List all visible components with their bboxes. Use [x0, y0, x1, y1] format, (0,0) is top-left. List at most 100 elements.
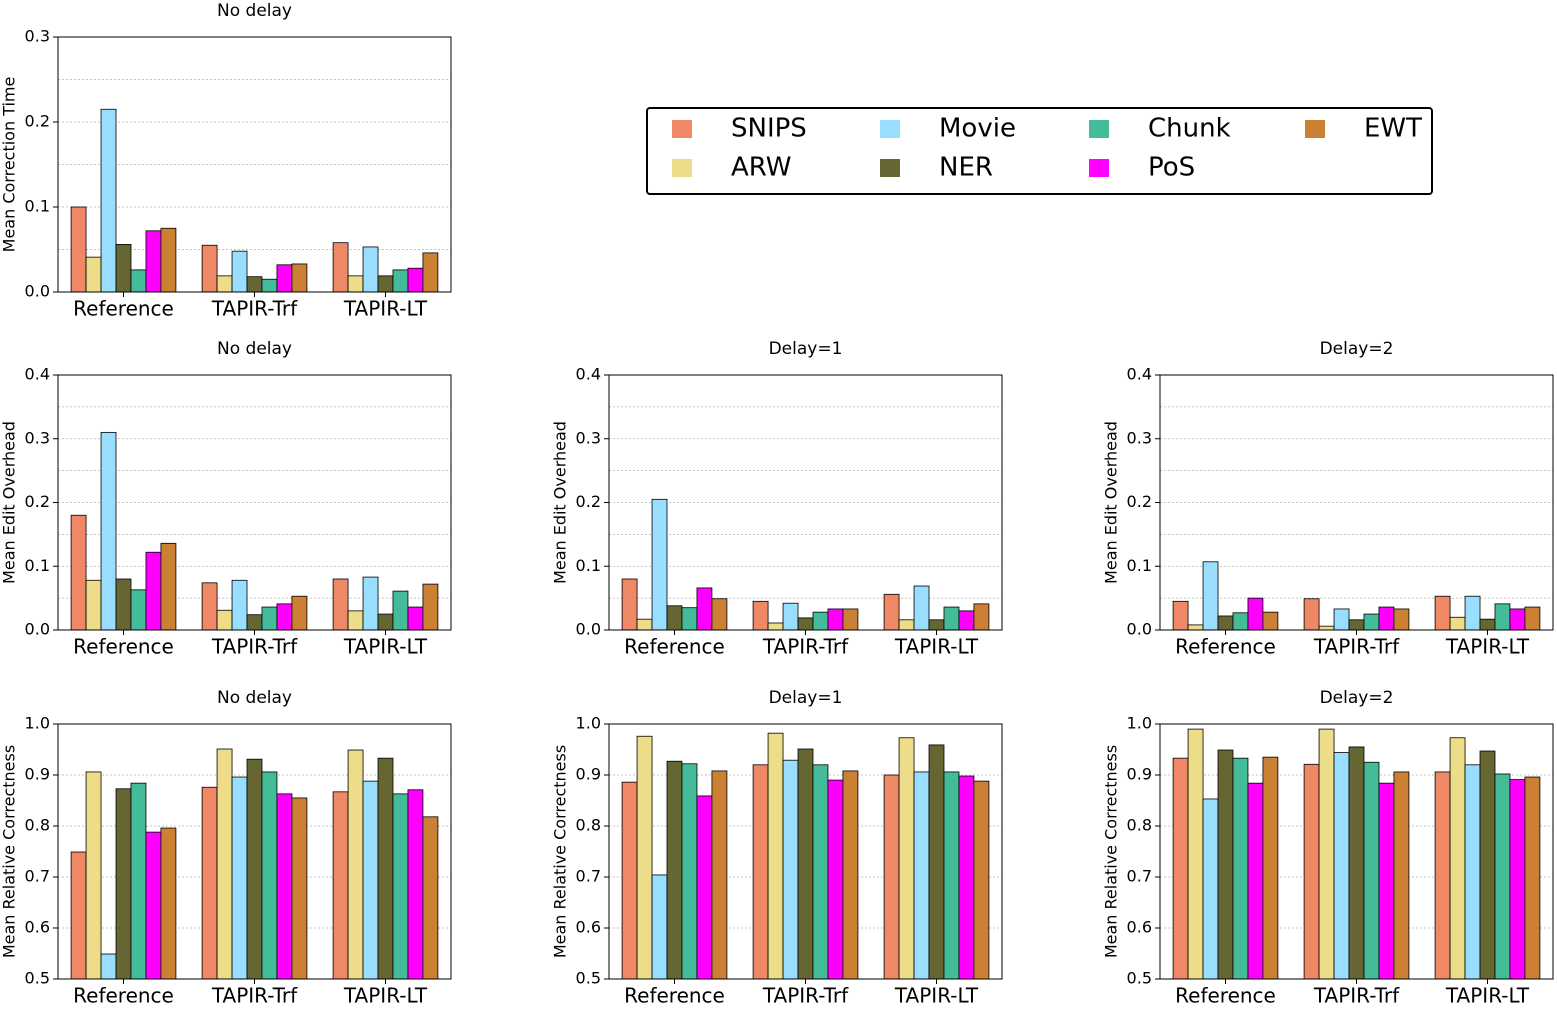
x-tick-label: TAPIR-Trf [762, 984, 849, 1008]
bar [246, 276, 263, 293]
bar [958, 775, 975, 980]
y-tick-label: 0.6 [25, 918, 50, 937]
bar [1303, 598, 1320, 631]
bar [928, 744, 945, 980]
bar [261, 278, 278, 293]
x-tick-label: TAPIR-Trf [211, 635, 298, 659]
y-tick-label: 0.2 [1127, 492, 1152, 511]
bar [70, 851, 87, 980]
chart-title: Delay=1 [769, 339, 843, 359]
bar [1217, 749, 1234, 980]
bar [1524, 776, 1541, 980]
bar [261, 771, 278, 980]
bar [145, 551, 162, 631]
bar [651, 874, 668, 980]
bar [1318, 625, 1335, 631]
y-tick-label: 0.3 [25, 428, 50, 447]
y-tick-label: 0.6 [576, 918, 601, 937]
bar [842, 770, 859, 980]
bar [943, 771, 960, 980]
bar [797, 617, 814, 631]
bar [347, 610, 364, 631]
bar [201, 786, 218, 980]
bar [1217, 615, 1234, 631]
bar [666, 760, 683, 980]
legend-swatch [880, 159, 900, 177]
x-tick-label: Reference [73, 635, 174, 659]
y-tick-label: 0.3 [576, 428, 601, 447]
legend-label: Chunk [1148, 114, 1231, 144]
x-tick-label: Reference [1175, 984, 1276, 1008]
bar [752, 600, 769, 631]
bar [1202, 561, 1219, 631]
bar [913, 585, 930, 631]
bar [973, 603, 990, 631]
legend-label: Movie [939, 114, 1016, 144]
axes-frame [608, 723, 1003, 980]
bar [1333, 752, 1350, 980]
y-tick-label: 0.6 [1127, 918, 1152, 937]
legend-label: SNIPS [731, 114, 807, 144]
y-tick-label: 0.2 [576, 492, 601, 511]
bar [422, 816, 439, 980]
bar [1348, 619, 1365, 631]
bar [276, 793, 293, 980]
bar [1393, 771, 1410, 980]
bar [85, 579, 102, 631]
bar [145, 230, 162, 293]
legend-swatch [672, 120, 692, 138]
legend-label: PoS [1148, 153, 1195, 183]
axes-frame [1159, 723, 1554, 980]
bar [407, 606, 424, 631]
bar [231, 250, 248, 293]
y-tick-label: 0.8 [576, 816, 601, 835]
chart-title: No delay [217, 339, 292, 359]
y-tick-label: 1.0 [576, 714, 601, 733]
bar [422, 583, 439, 631]
legend-label: ARW [731, 153, 792, 183]
legend-label: EWT [1364, 114, 1422, 144]
bar [377, 275, 394, 293]
y-axis-label: Mean Edit Overhead [0, 421, 19, 584]
y-tick-label: 0.0 [25, 620, 50, 639]
bar [883, 774, 900, 980]
bar [1333, 608, 1350, 631]
bar [1262, 611, 1279, 631]
bar [422, 252, 439, 293]
bar [332, 242, 349, 293]
y-tick-label: 0.0 [1127, 620, 1152, 639]
bar [666, 605, 683, 631]
bar [1524, 606, 1541, 631]
bar [1348, 746, 1365, 980]
y-tick-label: 0.9 [25, 765, 50, 784]
y-tick-label: 0.7 [1127, 867, 1152, 886]
x-tick-label: TAPIR-Trf [1313, 635, 1400, 659]
y-axis-label: Mean Correction Time [0, 77, 19, 253]
bar [1172, 757, 1189, 980]
bar [100, 431, 117, 631]
bar [407, 267, 424, 293]
legend-swatch [880, 120, 900, 138]
bar [898, 619, 915, 631]
y-tick-label: 1.0 [1127, 714, 1152, 733]
bar [696, 795, 713, 980]
bar [1187, 624, 1204, 631]
y-tick-label: 0.1 [25, 556, 50, 575]
y-tick-label: 0.3 [1127, 428, 1152, 447]
bar [201, 244, 218, 293]
bar [362, 246, 379, 293]
y-tick-label: 0.8 [25, 816, 50, 835]
axes-frame [608, 374, 1003, 631]
bar [883, 593, 900, 631]
y-tick-label: 0.5 [25, 969, 50, 988]
bar [1303, 763, 1320, 980]
legend-box [646, 107, 1433, 195]
y-tick-label: 0.9 [1127, 765, 1152, 784]
bar [1494, 773, 1511, 980]
y-tick-label: 0.0 [576, 620, 601, 639]
axes-frame [57, 723, 452, 980]
bar [1232, 757, 1249, 980]
axes-frame [1159, 374, 1554, 631]
bar [1202, 798, 1219, 980]
